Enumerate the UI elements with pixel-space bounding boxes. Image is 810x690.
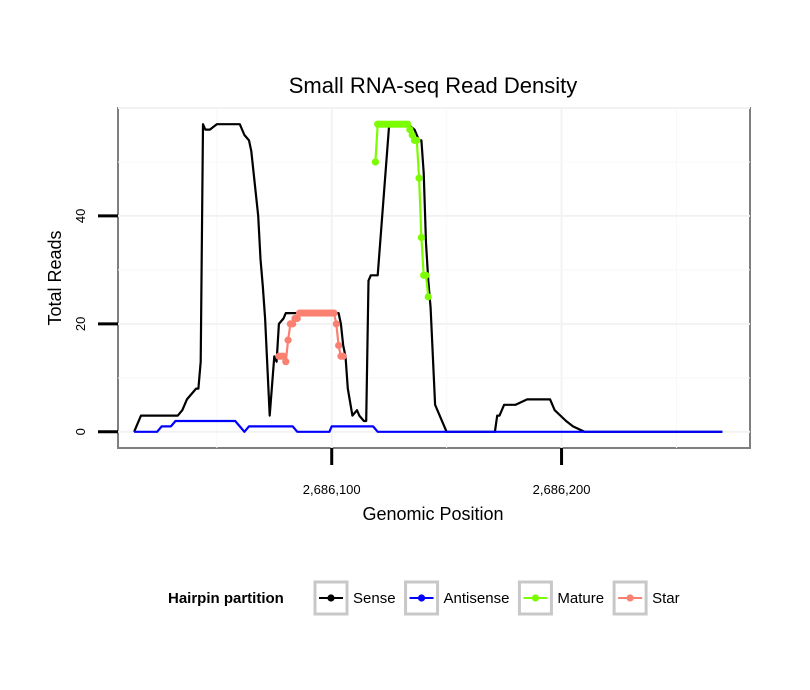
legend-item-sense: Sense xyxy=(313,580,396,616)
legend-label-antisense: Antisense xyxy=(444,590,510,607)
legend-item-mature: Mature xyxy=(517,580,604,616)
legend-title: Hairpin partition xyxy=(168,590,284,607)
data-point-star xyxy=(284,336,292,344)
data-point-star xyxy=(293,314,301,323)
y-axis-title: Total Reads xyxy=(45,230,65,325)
y-tick-label: 20 xyxy=(73,317,88,331)
legend-key-point xyxy=(417,594,426,602)
series-line-antisense xyxy=(134,419,723,433)
data-point-star xyxy=(330,309,338,317)
legend-label-sense: Sense xyxy=(353,590,396,607)
legend-item-antisense: Antisense xyxy=(404,580,510,616)
data-point-mature xyxy=(415,174,423,182)
data-point-star xyxy=(332,320,340,328)
data-point-mature xyxy=(417,233,425,242)
x-tick-label: 2,686,100 xyxy=(303,482,361,497)
legend-key-point xyxy=(626,594,634,602)
data-point-mature xyxy=(408,131,416,139)
data-point-mature xyxy=(422,271,430,279)
legend-item-star: Star xyxy=(612,580,680,616)
x-tick-label: 2,686,200 xyxy=(533,482,591,497)
series-layer xyxy=(133,120,723,433)
data-point-star xyxy=(339,352,347,360)
data-point-star xyxy=(282,358,290,366)
legend-label-star: Star xyxy=(652,590,680,607)
data-point-mature xyxy=(406,125,414,134)
legend-label-mature: Mature xyxy=(557,590,604,607)
legend-key-point xyxy=(327,594,335,602)
data-point-mature xyxy=(413,136,421,144)
y-tick-label: 0 xyxy=(73,428,88,435)
data-point-mature xyxy=(403,120,412,128)
legend: Hairpin partition Sense Antisense Mature Sta… xyxy=(168,580,680,616)
x-axis-title: Genomic Position xyxy=(362,504,503,524)
data-point-star xyxy=(335,341,343,350)
data-point-mature xyxy=(371,158,379,166)
data-point-star xyxy=(279,352,288,360)
data-point-star xyxy=(289,320,297,328)
legend-key-point xyxy=(531,594,540,602)
chart-title: Small RNA-seq Read Density xyxy=(289,73,578,98)
y-tick-label: 40 xyxy=(73,209,88,223)
series-line-sense xyxy=(133,123,723,433)
data-point-mature xyxy=(424,293,432,301)
axes: 2,686,100 2,686,200 0 20 40 xyxy=(73,209,590,497)
